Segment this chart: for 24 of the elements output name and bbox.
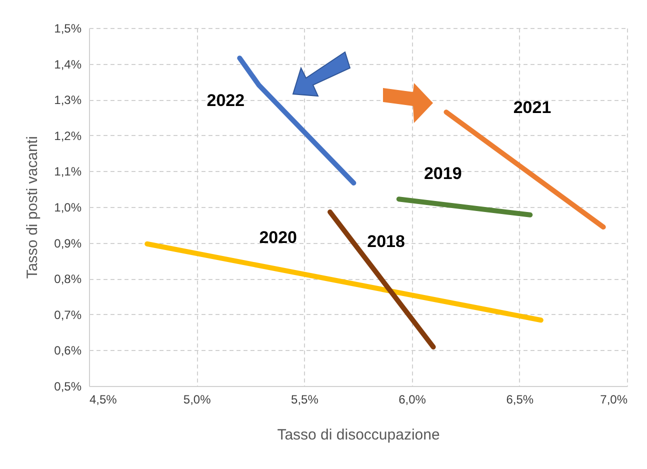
series-label: 2020 (259, 228, 298, 247)
x-tick-label: 5,0% (183, 392, 212, 406)
y-tick-label: 0,8% (54, 272, 82, 286)
y-tick-label: 0,7% (54, 308, 82, 322)
y-tick-label: 1,5% (54, 22, 82, 36)
series-label: 2022 (206, 91, 245, 110)
x-axis-title: Tasso di disoccupazione (277, 426, 440, 444)
y-axis-title: Tasso di posti vacanti (24, 136, 42, 279)
x-tick-label: 6,0% (398, 392, 426, 406)
y-tick-label: 1,1% (54, 164, 82, 179)
y-tick-label: 0,6% (54, 344, 82, 358)
y-tick-label: 0,5% (54, 380, 82, 394)
text: 2021 (513, 98, 552, 118)
y-tick-label: 1,2% (54, 128, 82, 143)
x-tick-label: 6,5% (506, 392, 534, 406)
series-label: 2018 (367, 232, 405, 252)
x-tick-label: 7,0% (600, 392, 628, 406)
y-tick-label: 1,4% (54, 57, 82, 72)
y-tick-label: 1,3% (54, 93, 82, 108)
x-tick-label: 5,5% (291, 392, 319, 406)
x-tick-label: 4,5% (90, 392, 118, 406)
series-label: 2019 (424, 164, 462, 184)
y-tick-label: 1,0% (54, 200, 82, 214)
y-tick-label: 0,9% (54, 236, 82, 250)
